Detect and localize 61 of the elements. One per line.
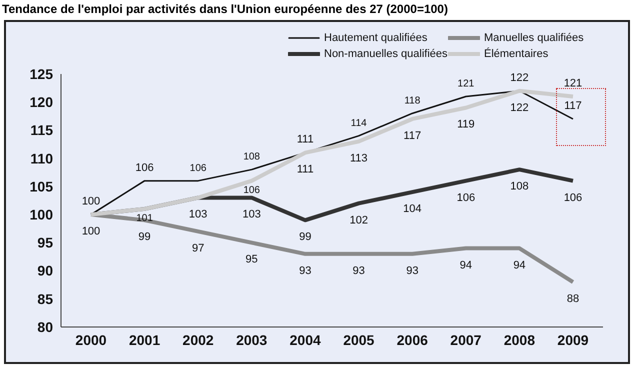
x-tick-label: 2008 <box>504 332 536 348</box>
data-label: 111 <box>296 134 314 146</box>
data-label: 101 <box>136 212 154 224</box>
data-label: 99 <box>138 231 151 244</box>
legend-label: Manuelles qualifiées <box>484 32 584 44</box>
x-tick-label: 2000 <box>75 332 107 348</box>
data-label: 106 <box>135 162 154 174</box>
y-tick-label: 85 <box>37 290 54 307</box>
data-label: 122 <box>510 72 529 84</box>
data-label: 117 <box>564 100 582 112</box>
data-label: 113 <box>350 152 368 164</box>
data-label: 117 <box>404 130 422 142</box>
x-tick-label: 2006 <box>396 332 428 348</box>
data-label: 93 <box>352 264 365 277</box>
data-label: 106 <box>190 162 207 174</box>
data-label: 103 <box>242 208 261 221</box>
x-tick-label: 2007 <box>450 332 482 348</box>
y-tick-label: 95 <box>37 234 54 251</box>
data-label: 88 <box>566 293 580 306</box>
data-label: 106 <box>243 184 260 196</box>
x-tick-label: 2004 <box>290 332 322 348</box>
data-label: 99 <box>299 231 312 244</box>
y-tick-label: 90 <box>37 262 54 279</box>
data-label: 122 <box>510 102 529 114</box>
legend-label: Élémentaires <box>484 48 548 60</box>
data-label: 100 <box>82 226 100 238</box>
y-tick-label: 80 <box>37 318 54 335</box>
legend-label: Hautement qualifiées <box>324 32 428 44</box>
x-tick-label: 2003 <box>236 332 268 348</box>
data-label: 121 <box>564 77 582 90</box>
y-tick-label: 105 <box>30 178 54 194</box>
data-label: 104 <box>403 203 422 216</box>
data-label: 108 <box>243 152 260 163</box>
y-tick-label: 110 <box>30 150 54 166</box>
data-label: 106 <box>456 192 476 204</box>
y-tick-label: 125 <box>30 66 54 82</box>
data-label: 119 <box>457 118 475 131</box>
y-tick-label: 100 <box>30 206 54 223</box>
data-label: 118 <box>404 95 421 106</box>
data-label: 102 <box>350 214 368 226</box>
chart-title: Tendance de l'emploi par activités dans l'Union européenne des 27 (2000=100) <box>1 1 449 18</box>
data-label: 121 <box>458 78 475 90</box>
data-label: 100 <box>82 196 100 208</box>
data-label: 94 <box>513 259 526 272</box>
data-label: 114 <box>350 118 368 129</box>
data-label: 103 <box>188 208 208 221</box>
legend-label: Non-manuelles qualifiées <box>324 48 448 60</box>
data-label: 93 <box>299 264 312 277</box>
data-label: 97 <box>192 242 204 254</box>
x-tick-label: 2009 <box>557 332 589 348</box>
data-label: 93 <box>406 264 418 277</box>
data-label: 95 <box>246 254 258 266</box>
data-label: 108 <box>510 180 529 193</box>
data-label: 106 <box>564 192 582 204</box>
data-label: 94 <box>460 259 472 272</box>
y-tick-label: 115 <box>30 122 54 138</box>
x-tick-label: 2005 <box>343 332 375 348</box>
x-tick-label: 2001 <box>128 332 160 348</box>
x-tick-label: 2002 <box>182 332 214 348</box>
y-tick-label: 120 <box>30 94 54 110</box>
data-label: 111 <box>296 164 314 176</box>
